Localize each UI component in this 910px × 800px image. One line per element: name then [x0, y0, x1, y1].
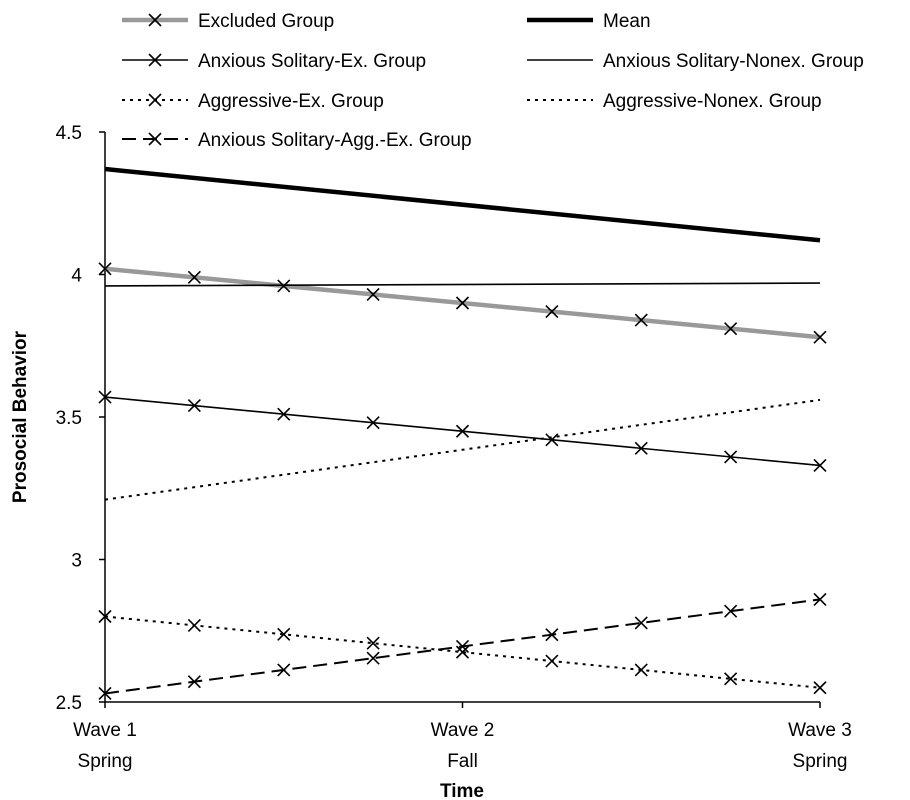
x-tick-sublabel: Spring	[793, 751, 848, 772]
data-point-marker	[187, 618, 201, 632]
data-point-marker	[634, 616, 648, 630]
legend-item: Excluded Group	[122, 11, 334, 32]
legend-label: Aggressive-Ex. Group	[198, 91, 384, 112]
series-anxious-solitary-ex-group	[98, 390, 827, 473]
data-point-marker	[277, 663, 291, 677]
legend-item: Aggressive-Nonex. Group	[527, 91, 822, 112]
data-point-marker	[545, 654, 559, 668]
y-tick-label: 4.5	[56, 123, 82, 144]
x-tick-sublabel: Spring	[78, 751, 133, 772]
data-point-marker	[545, 628, 559, 642]
data-point-marker	[813, 681, 827, 695]
y-tick-label: 4	[71, 266, 82, 287]
data-point-marker	[98, 686, 112, 701]
series-anxious-solitary-nonex-group	[104, 282, 821, 287]
legend-label: Anxious Solitary-Ex. Group	[198, 51, 426, 72]
x-tick-label: Wave 3	[788, 720, 852, 741]
data-point-marker	[455, 639, 470, 653]
data-point-marker	[366, 636, 380, 650]
data-point-marker	[187, 675, 201, 689]
legend: Excluded Group Mean Anxious Solitary-Ex. G…	[122, 11, 864, 151]
legend-label: Mean	[603, 11, 651, 32]
series-line	[104, 166, 821, 243]
legend-label: Aggressive-Nonex. Group	[603, 91, 822, 112]
legend-label: Anxious Solitary-Nonex. Group	[603, 51, 864, 72]
x-ticks: Wave 1 Spring Wave 2 Fall Wave 3 Spring	[73, 702, 852, 772]
series-line	[104, 398, 821, 501]
data-point-marker	[724, 604, 738, 618]
legend-marker	[148, 53, 162, 67]
data-point-marker	[98, 390, 112, 404]
data-point-marker	[366, 416, 380, 430]
data-point-marker	[366, 651, 380, 665]
data-point-marker	[366, 287, 380, 302]
series-aggressive-ex-group	[98, 609, 827, 695]
data-point-marker	[724, 672, 738, 686]
data-point-marker	[724, 450, 738, 464]
legend-label: Anxious Solitary-Agg.-Ex. Group	[198, 130, 472, 151]
data-point-marker	[634, 313, 648, 327]
y-ticks: 2.5 3 3.5 4 4.5	[56, 123, 105, 714]
legend-marker	[148, 132, 162, 146]
data-point-marker	[98, 609, 112, 624]
legend-label: Excluded Group	[198, 11, 334, 32]
x-tick-sublabel: Fall	[447, 751, 478, 772]
x-axis-title: Time	[440, 781, 484, 800]
data-point-marker	[277, 407, 291, 421]
data-point-marker	[187, 399, 201, 413]
legend-item: Anxious Solitary-Ex. Group	[122, 51, 426, 72]
legend-marker	[148, 13, 162, 27]
data-point-marker	[98, 262, 112, 276]
y-tick-label: 3.5	[56, 408, 82, 429]
legend-marker	[148, 93, 162, 107]
data-point-marker	[813, 592, 827, 606]
data-point-marker	[187, 270, 201, 284]
data-point-marker	[455, 645, 470, 659]
axes	[104, 132, 820, 703]
series-line	[104, 282, 821, 287]
data-point-marker	[813, 330, 827, 344]
data-point-marker	[545, 433, 559, 447]
data-point-marker	[634, 663, 648, 677]
data-point-marker	[277, 627, 291, 641]
data-point-marker	[634, 441, 648, 455]
data-point-marker	[545, 304, 559, 319]
x-tick-label: Wave 2	[431, 720, 495, 741]
x-tick-label: Wave 1	[73, 720, 137, 741]
y-axis-title: Prosocial Behavior	[10, 330, 31, 503]
legend-item: Aggressive-Ex. Group	[122, 91, 384, 112]
data-point-marker	[724, 322, 738, 336]
data-point-marker	[455, 424, 470, 438]
legend-item: Anxious Solitary-Agg.-Ex. Group	[122, 130, 472, 151]
legend-item: Mean	[527, 11, 651, 32]
y-tick-label: 2.5	[56, 693, 82, 714]
series-excluded-group	[98, 262, 827, 344]
data-point-marker	[455, 296, 470, 310]
legend-item: Anxious Solitary-Nonex. Group	[527, 51, 864, 72]
series-mean	[104, 166, 821, 243]
series-anxious-solitary-agg-ex-group	[98, 592, 827, 701]
y-tick-label: 3	[71, 551, 82, 572]
series	[98, 166, 827, 701]
data-point-marker	[813, 458, 827, 473]
series-aggressive-nonex-group	[104, 398, 821, 501]
